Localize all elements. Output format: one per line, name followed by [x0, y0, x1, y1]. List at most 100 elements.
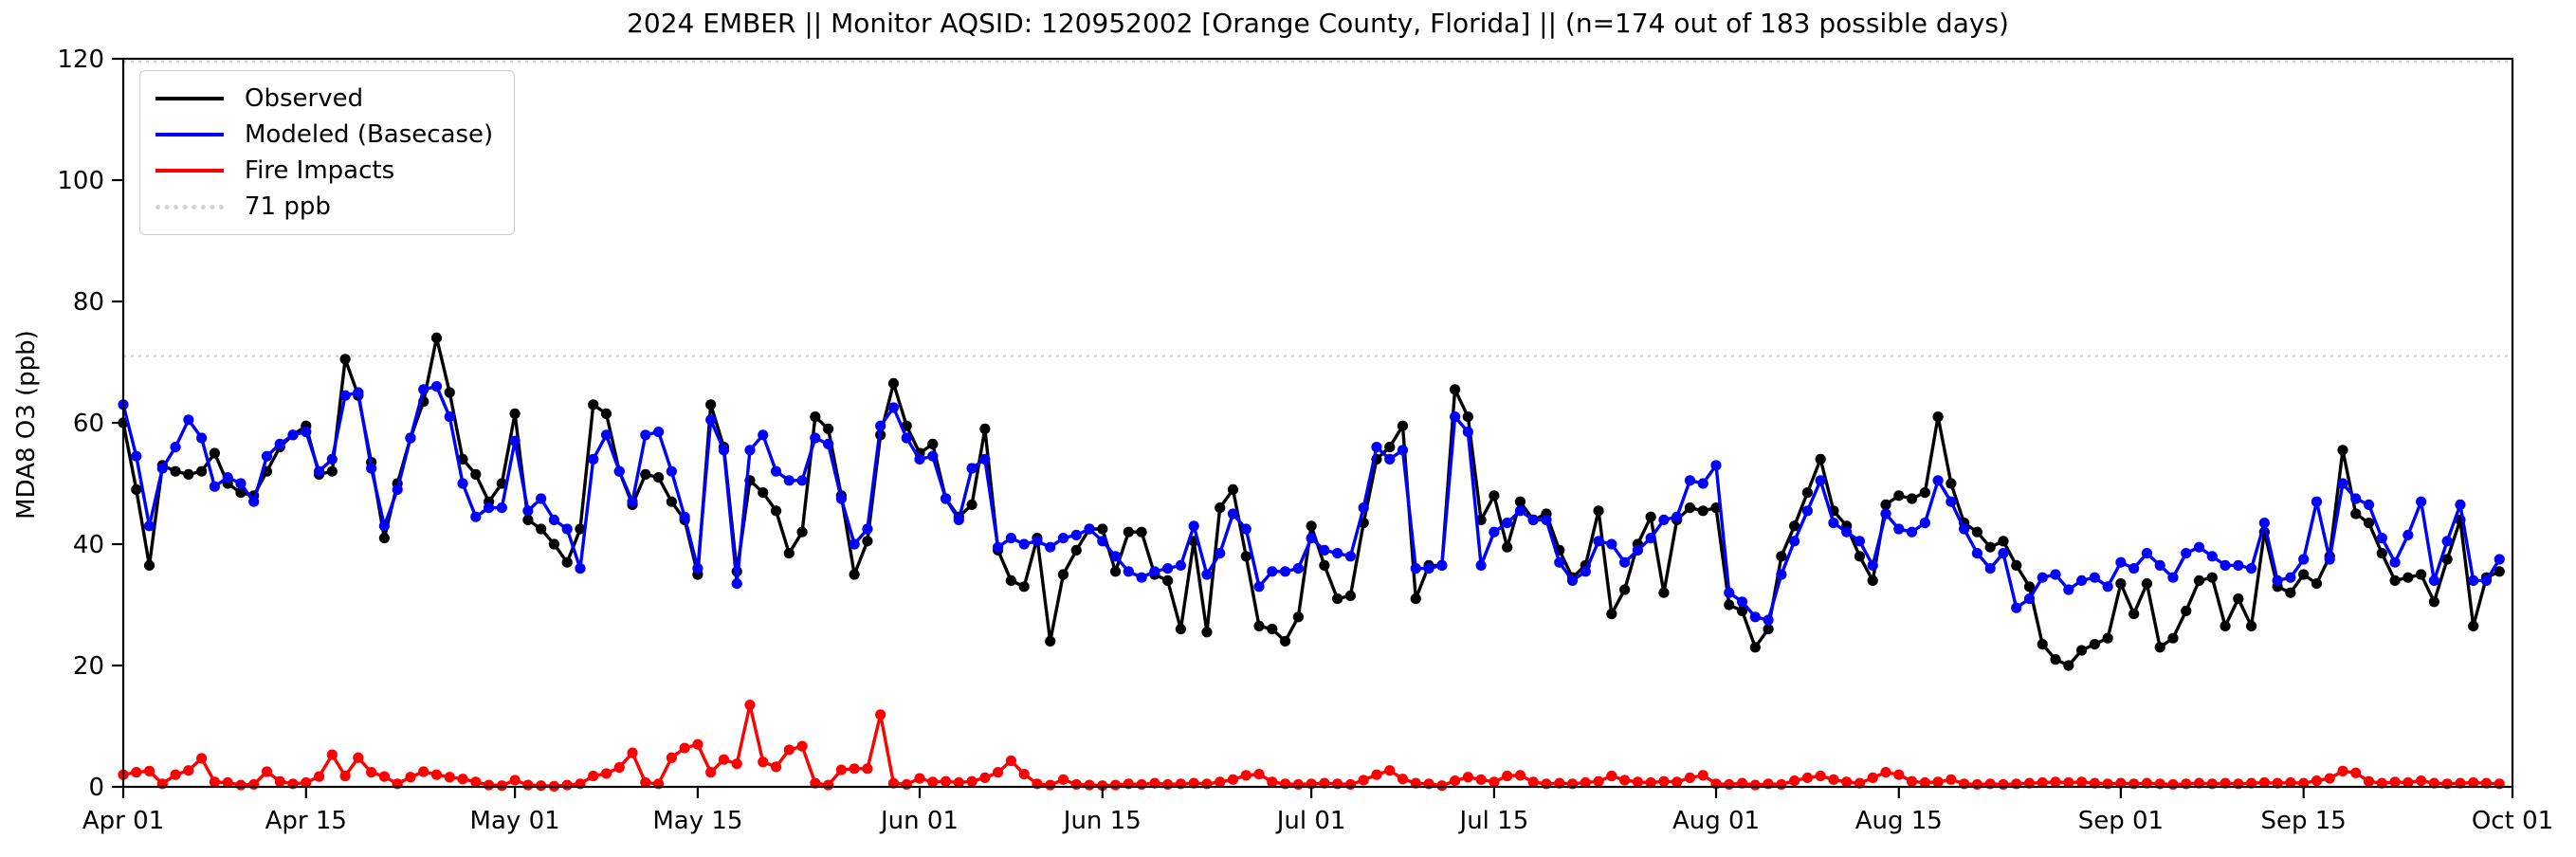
- data-point: [1906, 493, 1918, 504]
- y-axis: 0 20 40 60 80 100 120: [57, 46, 123, 802]
- data-point: [1005, 574, 1016, 587]
- data-point: [613, 465, 625, 477]
- data-point: [2363, 499, 2375, 511]
- data-point: [640, 776, 651, 789]
- data-point: [1971, 778, 1983, 791]
- data-point: [522, 779, 534, 791]
- data-point: [1527, 514, 1539, 526]
- data-point: [1998, 548, 2009, 559]
- data-point: [953, 514, 964, 526]
- data-point: [979, 453, 991, 465]
- data-point: [2050, 776, 2061, 788]
- data-point: [914, 453, 925, 465]
- data-point: [1397, 420, 1409, 431]
- data-point: [796, 475, 808, 486]
- data-point: [927, 776, 939, 788]
- data-point: [536, 523, 547, 535]
- data-point: [1736, 605, 1748, 617]
- data-point: [2128, 563, 2140, 574]
- data-point: [744, 700, 756, 711]
- data-point: [1724, 587, 1735, 598]
- data-point: [1149, 566, 1160, 577]
- data-point: [2154, 642, 2165, 653]
- data-point: [1789, 520, 1800, 532]
- data-point: [301, 427, 312, 438]
- data-point: [1267, 776, 1278, 788]
- data-point: [2455, 499, 2466, 511]
- data-point: [1410, 593, 1421, 605]
- data-point: [705, 767, 717, 778]
- data-point: [1279, 635, 1291, 647]
- legend-label: Fire Impacts: [245, 156, 395, 185]
- data-point: [770, 505, 782, 517]
- data-point: [1619, 584, 1631, 595]
- data-point: [640, 468, 651, 480]
- data-point: [1253, 620, 1265, 632]
- data-point: [170, 465, 181, 477]
- data-point: [1397, 774, 1409, 785]
- data-point: [1449, 384, 1461, 395]
- data-point: [326, 453, 338, 465]
- data-point: [640, 429, 651, 441]
- data-point: [1475, 774, 1487, 785]
- data-point: [2128, 609, 2140, 620]
- data-point: [1045, 541, 1056, 553]
- data-point: [353, 752, 364, 763]
- series-modeled: [118, 381, 2505, 626]
- data-point: [1984, 541, 1996, 553]
- data-point: [143, 520, 155, 532]
- data-point: [2037, 639, 2048, 650]
- data-point: [1489, 490, 1500, 501]
- data-point: [444, 387, 455, 398]
- data-point: [758, 487, 769, 499]
- data-point: [966, 499, 977, 511]
- data-point: [783, 475, 795, 486]
- data-point: [731, 758, 742, 770]
- data-point: [561, 523, 573, 535]
- data-point: [1593, 505, 1604, 517]
- data-point: [2181, 605, 2192, 617]
- data-point: [339, 390, 351, 401]
- data-point: [313, 771, 325, 782]
- fire-line-swatch: [155, 169, 224, 173]
- data-point: [1423, 563, 1434, 574]
- data-point: [1162, 563, 1174, 574]
- data-point: [2154, 559, 2165, 572]
- data-point: [2350, 493, 2362, 504]
- data-point: [378, 520, 391, 532]
- data-point: [2468, 574, 2479, 587]
- data-point: [1867, 559, 1878, 572]
- data-point: [588, 399, 599, 410]
- data-point: [575, 563, 586, 574]
- data-point: [2220, 559, 2231, 572]
- data-point: [2441, 536, 2453, 547]
- data-point: [1097, 536, 1108, 547]
- y-tick-label: 120: [57, 46, 104, 74]
- data-point: [613, 761, 625, 774]
- data-point: [901, 778, 912, 791]
- data-point: [823, 438, 834, 449]
- data-point: [1919, 776, 1930, 789]
- data-point: [1946, 496, 1957, 507]
- data-point: [209, 447, 220, 459]
- data-point: [600, 768, 612, 779]
- legend-label: Observed: [245, 84, 364, 113]
- data-point: [1319, 544, 1330, 556]
- data-point: [2324, 554, 2335, 565]
- data-point: [1489, 776, 1500, 788]
- x-tick-label: May 15: [652, 807, 742, 835]
- data-point: [1815, 475, 1826, 486]
- data-point: [1828, 774, 1839, 785]
- data-point: [1109, 779, 1122, 791]
- x-tick-label: Jun 15: [1062, 807, 1142, 835]
- data-point: [966, 775, 977, 787]
- data-point: [131, 450, 142, 462]
- data-point: [1344, 590, 1357, 602]
- data-point: [1801, 772, 1813, 784]
- data-point: [2063, 660, 2074, 671]
- data-point: [1514, 496, 1526, 507]
- data-point: [835, 764, 847, 775]
- data-point: [1971, 526, 1983, 538]
- data-point: [2428, 596, 2439, 608]
- data-point: [1893, 490, 1905, 501]
